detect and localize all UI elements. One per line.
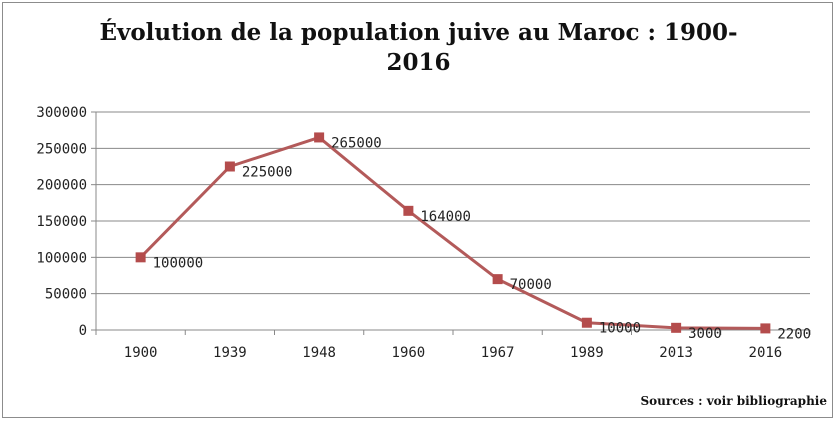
chart-frame [2, 2, 833, 418]
data-point [671, 322, 682, 333]
y-tick-label: 250000 [36, 141, 87, 157]
y-tick-label: 300000 [36, 105, 87, 121]
series-line [139, 135, 766, 330]
chart-title-line-2: 2016 [386, 49, 451, 76]
data-label: 2200 [777, 326, 811, 342]
data-point [135, 252, 146, 263]
x-tick-label: 2013 [659, 345, 693, 361]
x-axis-ticks: 1900 1939 1948 1960 1967 1989 2013 2016 [95, 330, 811, 361]
data-point [760, 323, 771, 334]
data-label: 3000 [688, 326, 722, 342]
x-tick-label: 1960 [392, 345, 426, 361]
x-tick-label: 1900 [124, 345, 158, 361]
x-tick-label: 1939 [213, 345, 247, 361]
y-tick-label: 50000 [45, 287, 87, 303]
data-point [403, 205, 414, 216]
data-label: 70000 [510, 277, 552, 293]
y-tick-label: 200000 [36, 178, 87, 194]
data-point [224, 161, 235, 172]
y-tick-label: 150000 [36, 214, 87, 230]
data-label: 164000 [420, 209, 471, 225]
data-point [581, 317, 592, 328]
source-note: Sources : voir bibliographie [640, 394, 828, 408]
data-label: 265000 [331, 135, 382, 151]
y-axis-ticks: 0 50000 100000 150000 200000 250000 300000 [36, 105, 97, 339]
series-layer [139, 135, 766, 330]
x-tick-label: 1989 [570, 345, 604, 361]
data-point [314, 132, 325, 143]
y-tick-label: 100000 [36, 250, 87, 266]
x-tick-label: 1967 [481, 345, 515, 361]
y-tick-label: 0 [79, 323, 87, 339]
data-label: 100000 [153, 255, 204, 271]
chart-title-line-1: Évolution de la population juive au Maro… [99, 19, 738, 46]
data-label: 225000 [242, 165, 293, 181]
data-label: 10000 [599, 321, 641, 337]
data-point [492, 274, 503, 285]
x-tick-label: 2016 [749, 345, 783, 361]
data-labels-layer: 100000 225000 265000 164000 70000 10000 3000 22… [153, 135, 811, 342]
grid-lines [96, 111, 810, 331]
x-tick-label: 1948 [302, 345, 336, 361]
chart-title: Évolution de la population juive au Maro… [0, 18, 837, 78]
markers-layer [135, 132, 771, 334]
